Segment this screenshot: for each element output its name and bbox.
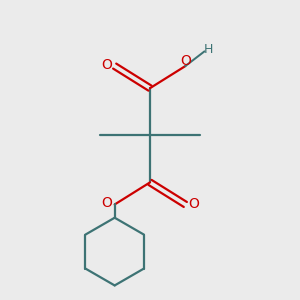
- Text: H: H: [203, 44, 213, 56]
- Text: O: O: [188, 197, 199, 212]
- Text: O: O: [101, 196, 112, 210]
- Text: O: O: [101, 58, 112, 73]
- Text: O: O: [180, 54, 191, 68]
